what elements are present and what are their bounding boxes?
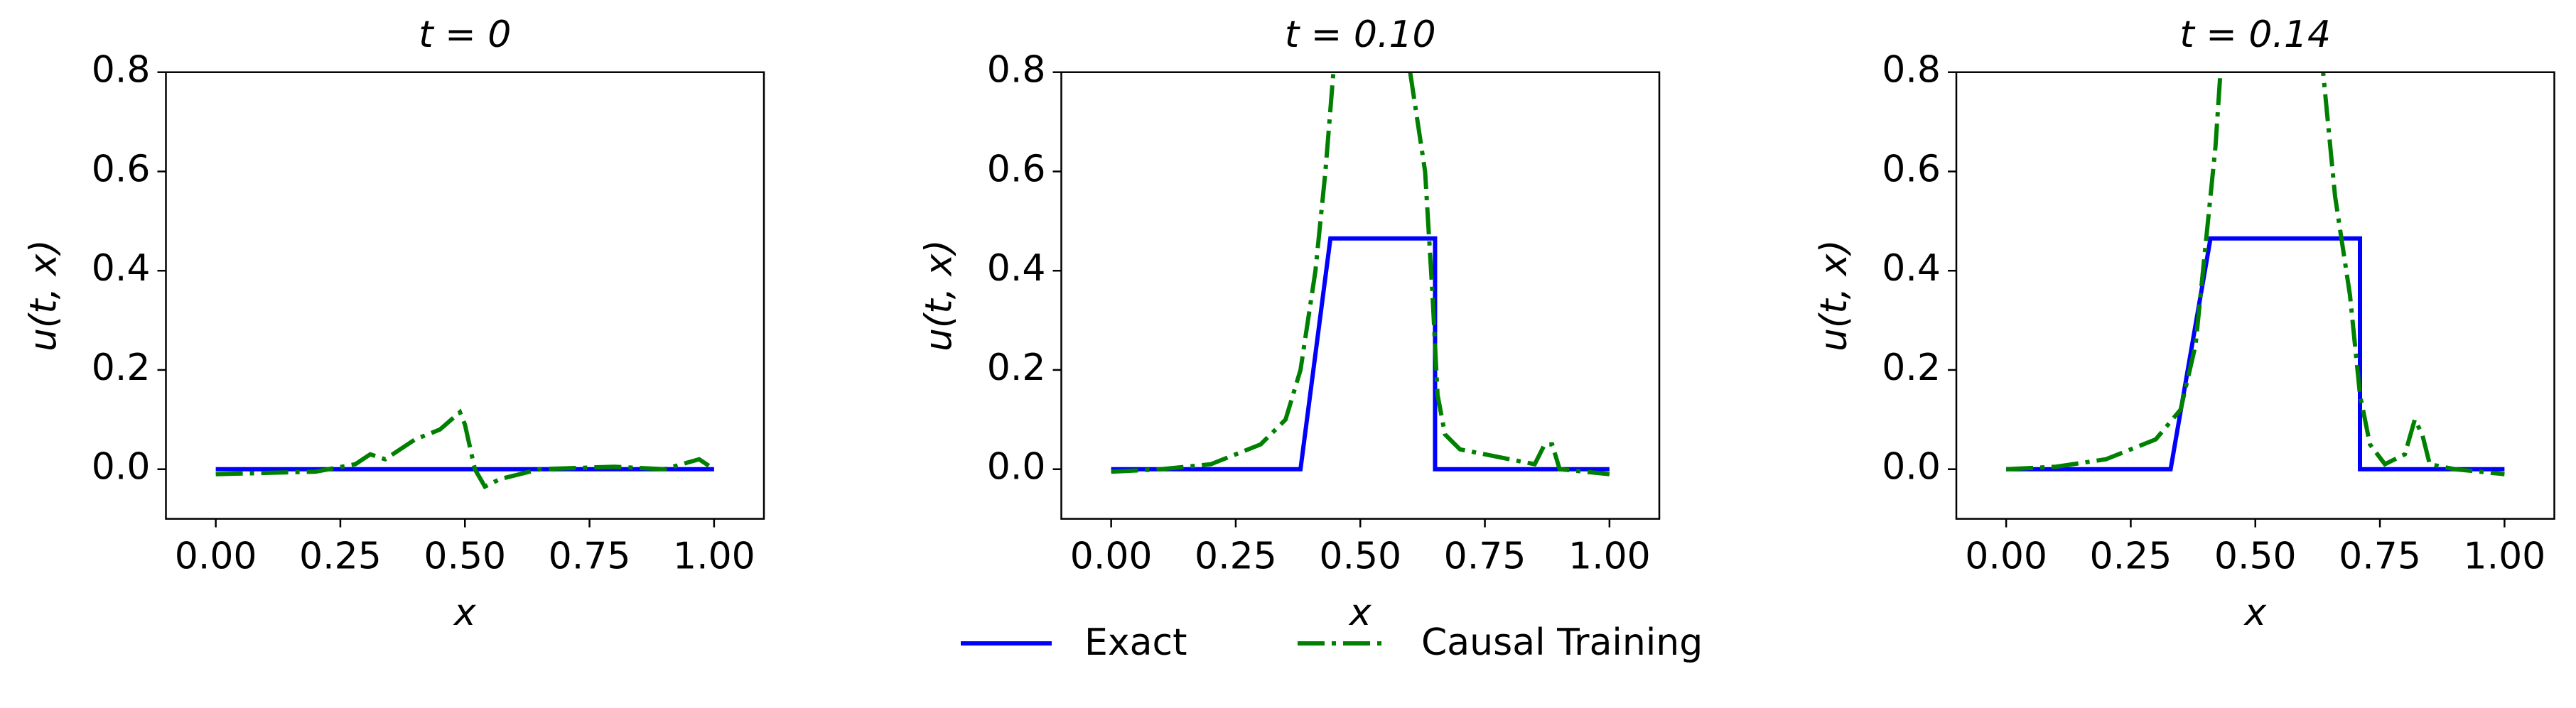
line-series bbox=[2006, 236, 2505, 472]
y-tick-label: 0.6 bbox=[987, 148, 1046, 190]
subplot-title: t = 0.10 bbox=[1285, 13, 1436, 56]
y-tick-label: 0.8 bbox=[1882, 49, 1941, 92]
y-tick-label: 0.8 bbox=[987, 49, 1046, 92]
x-tick-label: 0.25 bbox=[2090, 535, 2172, 578]
x-tick-label: 0.75 bbox=[549, 535, 631, 578]
y-tick-label: 0.2 bbox=[92, 347, 151, 389]
x-axis-label: x bbox=[2243, 592, 2267, 634]
y-tick-label: 0.4 bbox=[92, 247, 151, 290]
subplot-title: t = 0.14 bbox=[2179, 13, 2331, 56]
x-tick-label: 0.00 bbox=[1070, 535, 1153, 578]
x-tick-label: 0.25 bbox=[1195, 535, 1277, 578]
legend-label: Exact bbox=[1084, 621, 1187, 664]
y-axis-label: u(t, x) bbox=[918, 239, 961, 352]
y-tick-label: 0.0 bbox=[987, 446, 1046, 489]
x-tick-label: 0.50 bbox=[424, 535, 506, 578]
x-tick-label: 0.75 bbox=[2339, 535, 2421, 578]
y-tick-label: 0.6 bbox=[1882, 148, 1941, 190]
x-tick-label: 1.00 bbox=[1568, 535, 1651, 578]
x-tick-label: 0.50 bbox=[2214, 535, 2297, 578]
x-axis-label: x bbox=[1348, 592, 1372, 634]
y-tick-label: 0.0 bbox=[92, 446, 151, 489]
y-axis-label: u(t, x) bbox=[23, 239, 65, 352]
subplot: 0.00 0.25 0.50 0.75 1.00 0.0 0.2 0.4 0.6 0.8 t = 0… bbox=[1813, 13, 2555, 634]
y-tick-label: 0.8 bbox=[92, 49, 151, 92]
x-tick-label: 0.25 bbox=[299, 535, 382, 578]
line-series bbox=[215, 408, 716, 490]
y-tick-label: 0.4 bbox=[1882, 247, 1941, 290]
legend-label: Causal Training bbox=[1421, 621, 1703, 664]
y-tick-label: 0.0 bbox=[1882, 446, 1941, 489]
x-tick-label: 0.00 bbox=[1965, 535, 2047, 578]
legend: Exact Causal Training bbox=[961, 621, 1703, 664]
y-tick-label: 0.4 bbox=[987, 247, 1046, 290]
y-axis-label: u(t, x) bbox=[1813, 239, 1855, 352]
x-tick-label: 0.75 bbox=[1444, 535, 1526, 578]
y-tick-label: 0.6 bbox=[92, 148, 151, 190]
x-tick-label: 0.00 bbox=[175, 535, 257, 578]
axes-frame bbox=[1955, 71, 2555, 520]
line-series bbox=[1111, 236, 1610, 472]
x-tick-label: 1.00 bbox=[2463, 535, 2545, 578]
axes-frame bbox=[1060, 71, 1661, 520]
x-tick-label: 0.50 bbox=[1319, 535, 1401, 578]
subplot: 0.00 0.25 0.50 0.75 1.00 0.0 0.2 0.4 0.6 0.8 t = 0… bbox=[918, 13, 1661, 634]
x-axis-label: x bbox=[453, 592, 477, 634]
x-tick-label: 1.00 bbox=[673, 535, 755, 578]
subplot-title: t = 0 bbox=[419, 13, 511, 56]
y-tick-label: 0.2 bbox=[987, 347, 1046, 389]
subplot: 0.00 0.25 0.50 0.75 1.00 0.0 0.2 0.4 0.6 0.8 t = 0… bbox=[23, 13, 765, 634]
axes-frame bbox=[165, 71, 765, 520]
y-tick-label: 0.2 bbox=[1882, 347, 1941, 389]
